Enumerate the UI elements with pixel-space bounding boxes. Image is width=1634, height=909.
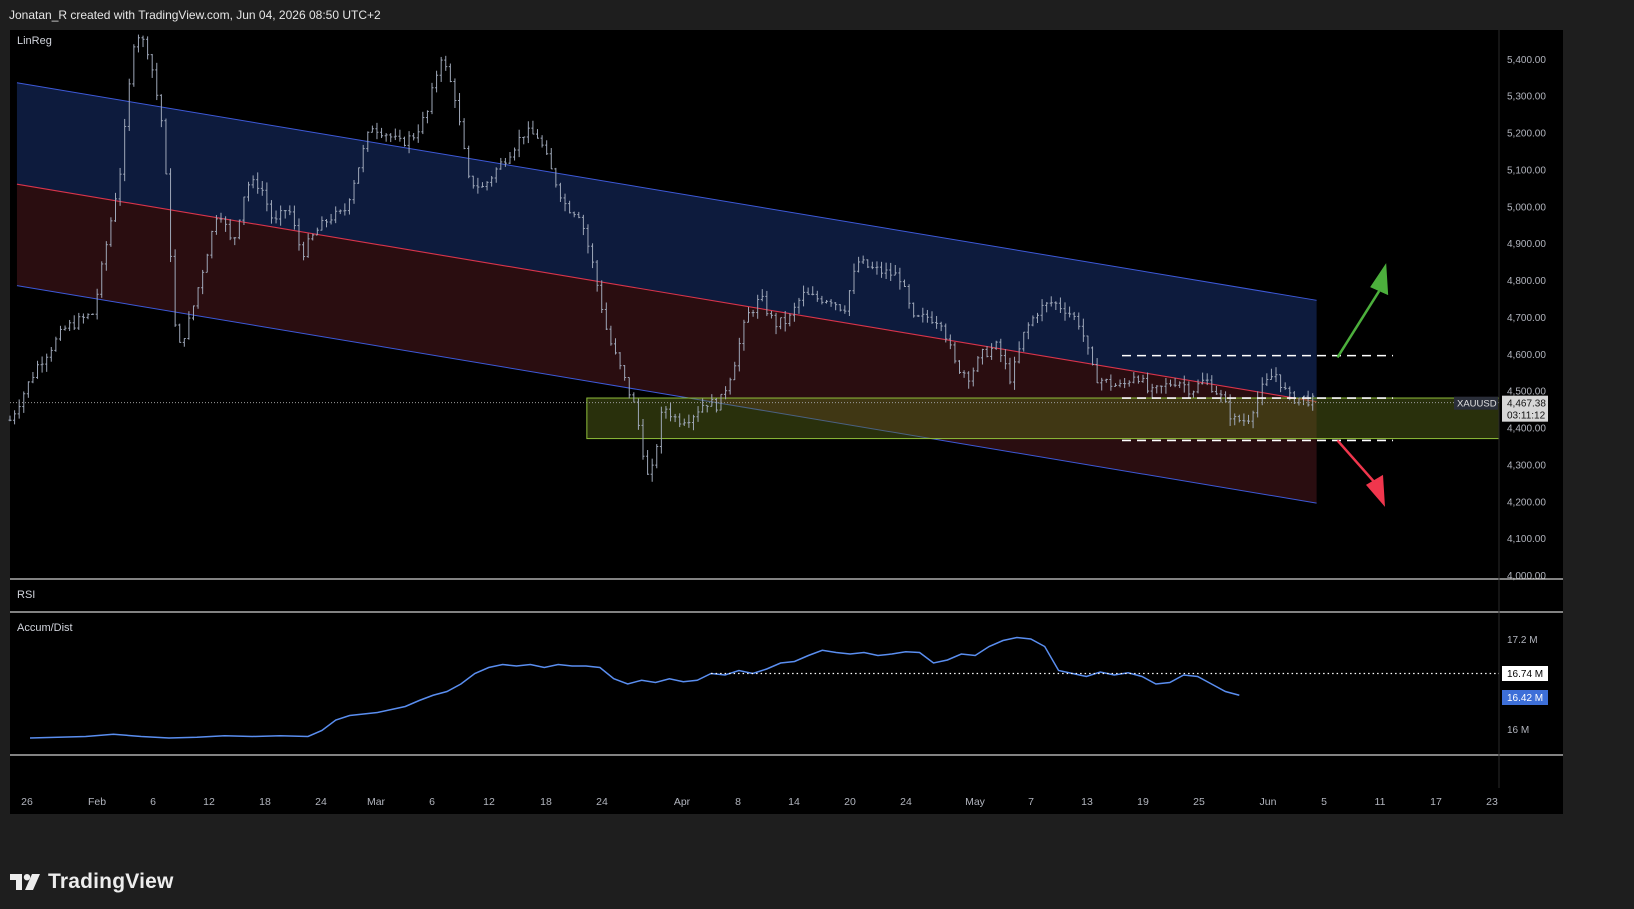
date-tick-label: 7 bbox=[1028, 796, 1034, 808]
price-label-bg bbox=[1502, 395, 1548, 422]
price-tick-label: 4,400.00 bbox=[1507, 424, 1546, 435]
channel-lower-fill bbox=[16, 184, 1317, 504]
date-tick-label: 13 bbox=[1081, 796, 1093, 808]
dashed-levels bbox=[1122, 354, 1394, 442]
price-candles bbox=[8, 34, 1499, 482]
price-tick-label: 5,400.00 bbox=[1507, 55, 1546, 66]
date-tick-label: 11 bbox=[1375, 796, 1386, 808]
pane-label-rsi: RSI bbox=[17, 589, 35, 601]
date-tick-label: 24 bbox=[315, 796, 327, 808]
support-zone-rect bbox=[586, 397, 1500, 440]
price-tick-label: 5,100.00 bbox=[1507, 165, 1546, 176]
chart-canvas[interactable]: 4,000.00 4,100.00 4,200.00 4,300.00 4,400.00… bbox=[0, 28, 1634, 850]
price-tick-label: 4,700.00 bbox=[1507, 313, 1546, 324]
tradingview-logo[interactable]: TradingView bbox=[10, 870, 174, 894]
arrow-down-head bbox=[1365, 474, 1385, 507]
price-label: 4,467.38 bbox=[1507, 399, 1546, 410]
date-tick-label: 19 bbox=[1137, 796, 1149, 808]
date-tick-label: 14 bbox=[788, 796, 800, 808]
ad-tick: 17.2 M bbox=[1507, 635, 1538, 646]
price-tick-label: 4,600.00 bbox=[1507, 350, 1546, 361]
tradingview-logo-icon bbox=[10, 874, 40, 890]
accum-dist-line bbox=[29, 636, 1499, 739]
date-tick-label: 24 bbox=[900, 796, 912, 808]
date-tick-label: 8 bbox=[735, 796, 741, 808]
date-tick-label: 12 bbox=[483, 796, 495, 808]
price-tick-label: 4,100.00 bbox=[1507, 534, 1546, 545]
countdown-label: 03:11:12 bbox=[1507, 411, 1546, 422]
price-tick-label: 4,800.00 bbox=[1507, 276, 1546, 287]
price-tick-label: 5,300.00 bbox=[1507, 92, 1546, 103]
channel-lower-line bbox=[16, 285, 1317, 504]
attribution-text: Jonatan_R created with TradingView.com, … bbox=[9, 8, 381, 22]
ad-ref-label-bg bbox=[1502, 666, 1548, 681]
price-tick-label: 4,000.00 bbox=[1507, 571, 1546, 582]
date-tick-label: 26 bbox=[21, 796, 33, 808]
date-tick-label: May bbox=[965, 796, 986, 808]
price-tick-label: 4,500.00 bbox=[1507, 387, 1546, 398]
channel-midline bbox=[16, 183, 1317, 403]
arrow-up-head bbox=[1370, 263, 1389, 296]
channel-upper-line bbox=[16, 82, 1317, 301]
ad-ref-label: 16.74 M bbox=[1507, 669, 1543, 680]
date-tick-label: 20 bbox=[844, 796, 856, 808]
ad-cur-label: 16.42 M bbox=[1507, 693, 1543, 704]
date-tick-label: Jun bbox=[1260, 796, 1277, 808]
price-axis[interactable]: 4,000.00 4,100.00 4,200.00 4,300.00 4,400.00… bbox=[1454, 55, 1548, 582]
symbol-tag-bg bbox=[1454, 396, 1498, 410]
attribution-bar: Jonatan_R created with TradingView.com, … bbox=[0, 0, 1634, 28]
channel-upper-fill bbox=[16, 82, 1317, 402]
date-tick-label: 25 bbox=[1193, 796, 1205, 808]
date-tick-label: 23 bbox=[1486, 796, 1498, 808]
price-tick-label: 4,300.00 bbox=[1507, 460, 1546, 471]
support-zone bbox=[586, 397, 1500, 440]
date-tick-label: 17 bbox=[1430, 796, 1442, 808]
date-tick-label: 18 bbox=[259, 796, 271, 808]
date-tick-label: 6 bbox=[150, 796, 156, 808]
date-tick-label: Apr bbox=[674, 796, 691, 808]
symbol-tag: XAUUSD bbox=[1457, 399, 1497, 410]
price-tick-label: 4,900.00 bbox=[1507, 239, 1546, 250]
date-tick-label: 24 bbox=[596, 796, 608, 808]
time-axis[interactable]: 26 Feb 6 12 18 24 Mar 6 12 18 24 Apr 8 14 20 24 May 7 13 19… bbox=[21, 796, 1498, 808]
arrow-down-shaft bbox=[1336, 439, 1376, 484]
date-tick-label: 18 bbox=[540, 796, 552, 808]
ad-tick: 16 M bbox=[1507, 725, 1529, 736]
price-tick-label: 4,200.00 bbox=[1507, 497, 1546, 508]
tradingview-wordmark: TradingView bbox=[48, 870, 174, 893]
date-tick-label: 6 bbox=[429, 796, 435, 808]
pane-label-linreg: LinReg bbox=[17, 35, 52, 47]
time-axis-background bbox=[10, 788, 1563, 814]
date-tick-label: 5 bbox=[1321, 796, 1327, 808]
date-tick-label: Mar bbox=[367, 796, 386, 808]
linreg-channel bbox=[16, 82, 1317, 504]
price-tick-label: 5,000.00 bbox=[1507, 202, 1546, 213]
direction-arrows bbox=[1336, 263, 1389, 507]
ad-axis: 17.2 M 16 M 16.74 M 16.42 M bbox=[1502, 635, 1548, 736]
price-tick-label: 5,200.00 bbox=[1507, 129, 1546, 140]
ad-cur-label-bg bbox=[1502, 690, 1548, 705]
arrow-up-shaft bbox=[1336, 290, 1381, 359]
pane-label-ad: Accum/Dist bbox=[17, 622, 73, 634]
footer: TradingView bbox=[0, 850, 1634, 909]
date-tick-label: 12 bbox=[203, 796, 215, 808]
date-tick-label: Feb bbox=[88, 796, 106, 808]
